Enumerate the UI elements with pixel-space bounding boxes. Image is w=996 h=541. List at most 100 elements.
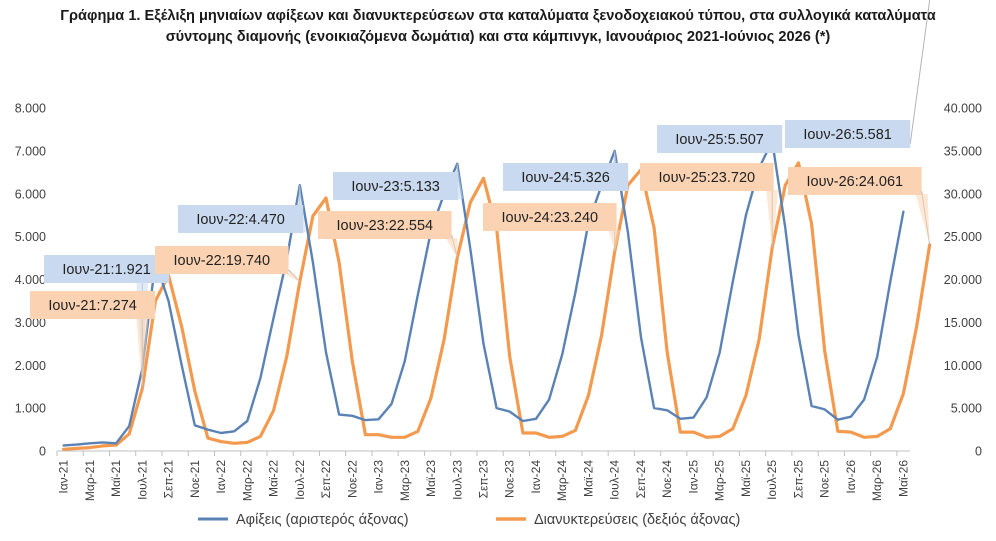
chart-title-line-1: Γράφημα 1. Εξέλιξη μηνιαίων αφίξεων και … (60, 8, 936, 24)
x-tick-label: Σεπ-23 (477, 460, 491, 499)
callout-box (503, 163, 629, 191)
x-tick-label: Νοε-21 (188, 460, 202, 498)
x-tick-label: Μαρ-25 (713, 460, 727, 501)
y-left-tick-label: 7.000 (15, 144, 46, 158)
callout-arrivals: Ιουν-23:5.133 (333, 163, 464, 200)
x-tick-label: Ιαν-22 (214, 460, 228, 494)
callout-label: Ιουν-21:7.274 (48, 298, 137, 314)
callout-overnight-stays: Ιουν-25:23.720 (640, 163, 779, 248)
y-right-tick-label: 40.000 (944, 102, 982, 116)
callout-box (788, 167, 922, 195)
callout-label: Ιουν-26:24.061 (806, 174, 903, 190)
x-tick-label: Νοε-24 (660, 460, 674, 498)
y-right-tick-label: 25.000 (944, 230, 982, 244)
x-tick-label: Μαϊ-22 (267, 460, 281, 497)
data-callouts: Ιουν-21:1.921 Ιουν-21:7.274 Ιουν-22:4.470 Ι… (30, 0, 931, 389)
callout-arrivals: Ιουν-25:5.507 (657, 125, 783, 153)
legend-item-overnight-stays: Διανυκτερεύσεις (δεξιός άξονας) (496, 512, 740, 528)
callout-leader (909, 0, 931, 145)
callout-label: Ιουν-25:23.720 (658, 170, 755, 186)
callout-box (657, 125, 783, 153)
x-tick-label: Ιουλ-22 (293, 460, 307, 500)
x-tick-label: Ιουλ-21 (135, 460, 149, 500)
x-tick-label: Ιουλ-24 (608, 460, 622, 500)
y-right-tick-label: 15.000 (944, 316, 982, 330)
callout-box (30, 291, 156, 319)
x-tick-label: Μαϊ-24 (581, 460, 595, 497)
callout-box (640, 163, 774, 191)
callout-tail (608, 230, 621, 252)
x-tick-label: Μαρ-22 (240, 460, 254, 501)
callout-overnight-stays: Ιουν-26:24.061 (788, 167, 931, 245)
y-left-tick-label: 6.000 (15, 187, 46, 201)
y-left-tick-label: 3.000 (15, 316, 46, 330)
callout-box (483, 203, 617, 231)
x-tick-label: Σεπ-25 (791, 460, 805, 499)
callout-label: Ιουν-22:19.740 (173, 253, 270, 269)
y-right-tick-label: 20.000 (944, 273, 982, 287)
axes-layer: Ιαν-21 Μαρ-21 Μαϊ-21 Ιουλ-21 Σεπ-21 Νοε-21 Ιαν… (15, 102, 982, 502)
y-right-tick-label: 30.000 (944, 187, 982, 201)
y-right-tick-label: 35.000 (944, 144, 982, 158)
callout-arrivals: Ιουν-21:1.921 (44, 255, 170, 369)
chart-title: Γράφημα 1. Εξέλιξη μηνιαίων αφίξεων και … (0, 6, 996, 48)
legend-label: Διανυκτερεύσεις (δεξιός άξονας) (534, 512, 740, 528)
x-tick-label: Μαρ-21 (83, 460, 97, 501)
chart-title-line-2: σύντομης διαμονής (ενοικιαζόμενα δωμάτια… (165, 29, 831, 45)
arrivals-series-line (62, 139, 905, 447)
legend-label: Αφίξεις (αριστερός άξονας) (236, 512, 409, 528)
x-tick-label: Ιουλ-23 (450, 460, 464, 500)
x-tick-label: Ιαν-26 (844, 460, 858, 494)
legend-item-arrivals: Αφίξεις (αριστερός άξονας) (198, 512, 409, 528)
callout-label: Ιουν-24:5.326 (521, 170, 610, 186)
x-tick-label: Μαρ-24 (555, 460, 569, 501)
y-left-tick-label: 0 (39, 445, 46, 459)
x-tick-label: Σεπ-22 (319, 460, 333, 499)
callout-label: Ιουν-26:5.581 (803, 127, 892, 143)
callout-tail (915, 194, 930, 245)
x-tick-label: Ιαν-25 (686, 460, 700, 494)
x-tick-label: Νοε-23 (503, 460, 517, 498)
callout-tail (445, 238, 458, 258)
callout-box (785, 120, 911, 148)
callout-arrivals: Ιουν-24:5.326 (503, 150, 629, 191)
callout-overnight-stays: Ιουν-23:22.554 (318, 211, 458, 258)
x-tick-label: Ιαν-23 (372, 460, 386, 494)
callout-label: Ιουν-21:1.921 (62, 262, 151, 278)
callout-overnight-stays: Ιουν-24:23.240 (483, 203, 621, 252)
callout-box (178, 205, 304, 233)
y-left-tick-label: 8.000 (15, 102, 46, 116)
callout-label: Ιουν-23:5.133 (351, 179, 440, 195)
x-tick-label: Μαϊ-25 (739, 460, 753, 497)
callout-arrivals: Ιουν-22:4.470 (178, 185, 306, 233)
callout-overnight-stays: Ιουν-22:19.740 (155, 246, 301, 283)
callout-tail (766, 190, 779, 248)
x-tick-label: Μαρ-23 (398, 460, 412, 501)
y-left-tick-label: 5.000 (15, 230, 46, 244)
x-tick-label: Σεπ-24 (634, 460, 648, 499)
y-left-tick-label: 4.000 (15, 273, 46, 287)
x-tick-label: Ιαν-21 (57, 460, 71, 494)
callout-label: Ιουν-22:4.470 (196, 212, 285, 228)
callout-label: Ιουν-23:22.554 (336, 218, 433, 234)
y-right-tick-label: 0 (975, 445, 982, 459)
callout-overnight-stays: Ιουν-21:7.274 (30, 291, 156, 389)
x-tick-label: Μαϊ-21 (109, 460, 123, 497)
x-tick-label: Μαϊ-23 (424, 460, 438, 497)
callout-label: Ιουν-24:23.240 (501, 210, 598, 226)
x-tick-label: Μαρ-26 (870, 460, 884, 501)
x-tick-label: Ιαν-24 (529, 460, 543, 494)
callout-tail (282, 273, 300, 282)
callout-label: Ιουν-25:5.507 (675, 132, 764, 148)
callout-box (44, 255, 170, 283)
x-tick-label: Ιουλ-25 (765, 460, 779, 500)
legend: Αφίξεις (αριστερός άξονας) Διανυκτερεύσει… (198, 512, 740, 528)
y-right-tick-label: 5.000 (951, 402, 982, 416)
callout-box (333, 172, 459, 200)
x-tick-label: Μαϊ-26 (896, 460, 910, 497)
y-left-tick-label: 1.000 (15, 402, 46, 416)
y-left-tick-label: 2.000 (15, 359, 46, 373)
x-tick-label: Σεπ-21 (162, 460, 176, 499)
callout-box (155, 246, 289, 274)
